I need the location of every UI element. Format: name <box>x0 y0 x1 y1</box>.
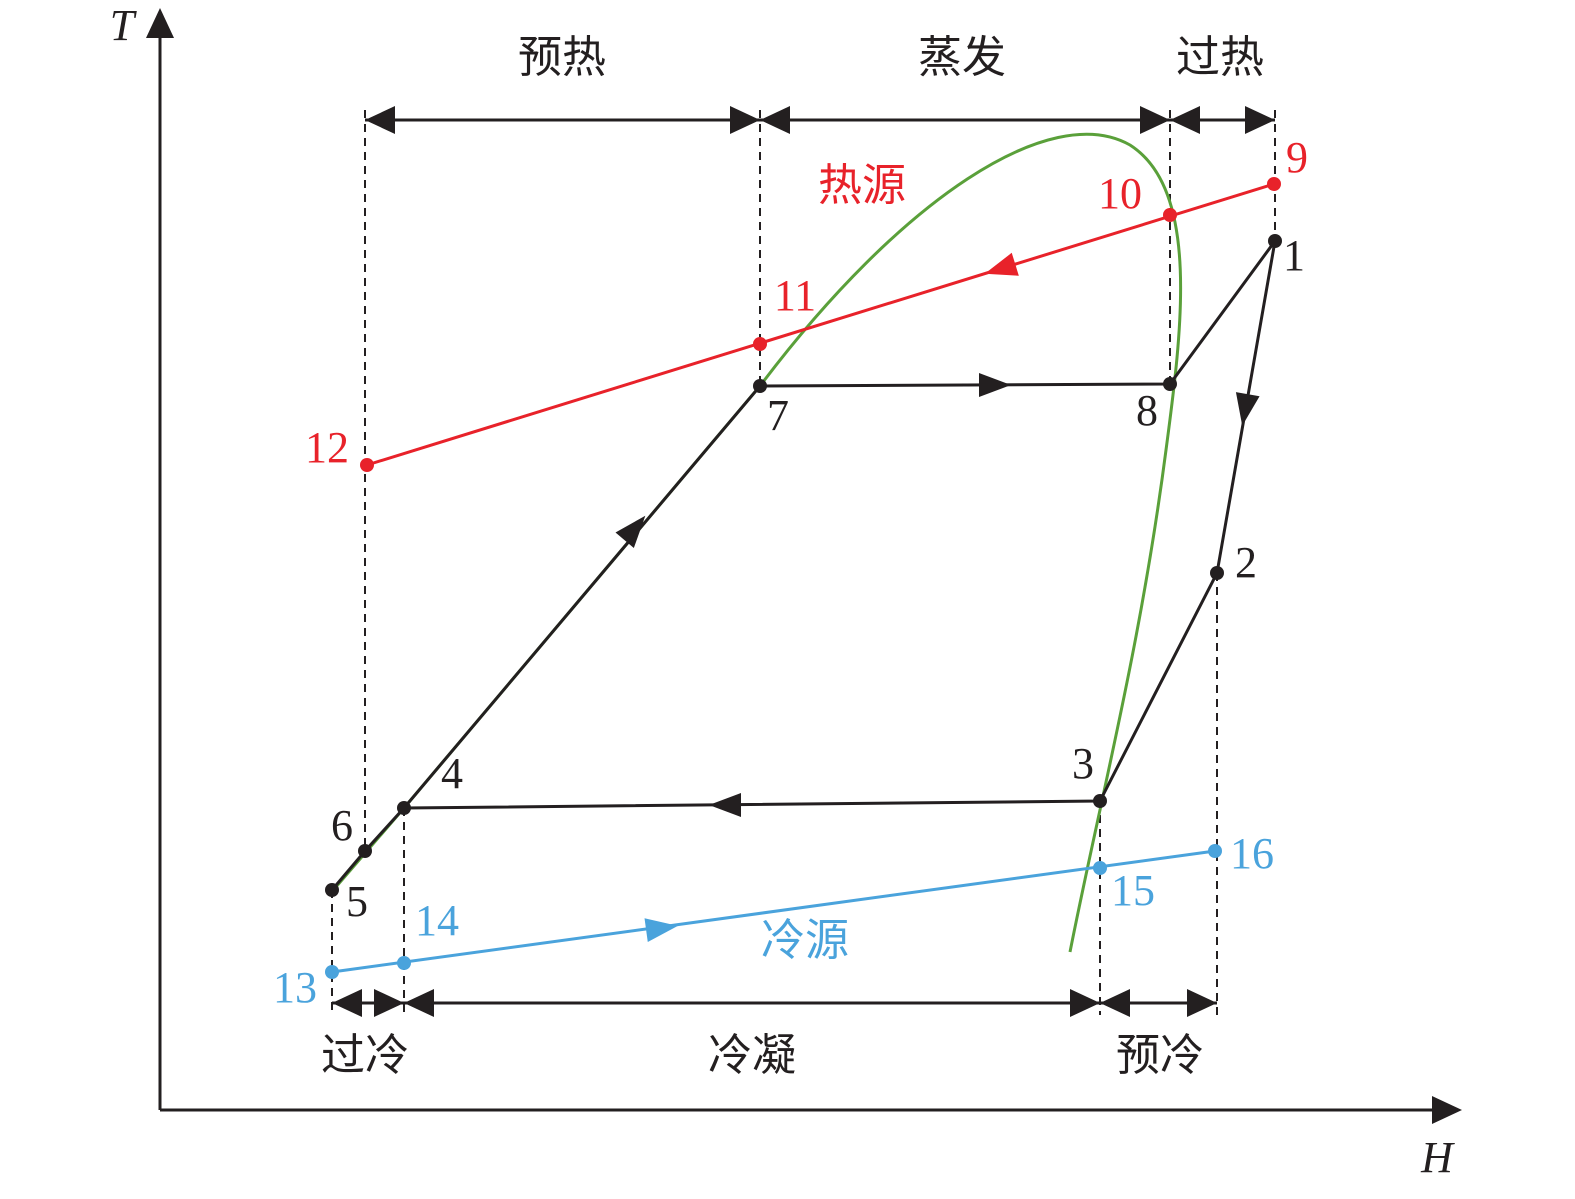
saturation-curve <box>333 132 1183 953</box>
cycle-line <box>330 240 1277 891</box>
state-point <box>397 801 411 815</box>
state-point <box>1268 234 1282 248</box>
region-label: 预热 <box>518 33 606 82</box>
dimension-arrow <box>1100 989 1130 1017</box>
cycle <box>330 240 1277 891</box>
point-label: 3 <box>1072 739 1094 788</box>
state-point <box>325 883 339 897</box>
cycle-line <box>403 240 1277 810</box>
dimension-arrow <box>1070 989 1100 1017</box>
state-point <box>358 844 372 858</box>
point-label: 10 <box>1098 169 1142 218</box>
point-label: 5 <box>346 877 368 926</box>
point-labels: 1 2 3 4 5 6 7 8 9 10 11 12 13 14 15 16 <box>273 133 1308 1012</box>
point-label: 7 <box>767 391 789 440</box>
point-label: 1 <box>1283 231 1305 280</box>
top-dimension <box>365 106 1275 134</box>
state-point <box>1093 794 1107 808</box>
flow-arrow <box>984 252 1019 276</box>
state-point <box>1208 844 1222 858</box>
dimension-arrow <box>365 106 395 134</box>
dimension-arrow <box>1187 989 1217 1017</box>
state-point <box>1093 861 1107 875</box>
flow-arrow <box>709 793 741 817</box>
dimension-arrow <box>730 106 760 134</box>
cold-stream-line <box>331 849 1216 974</box>
dimension-arrow <box>1140 106 1170 134</box>
point-label: 16 <box>1230 829 1274 878</box>
state-point <box>397 956 411 970</box>
cycle-arrows <box>615 373 1260 817</box>
point-label: 8 <box>1136 386 1158 435</box>
flow-arrow <box>644 918 678 943</box>
dimension-arrow <box>760 106 790 134</box>
x-axis-label: H <box>1420 1133 1455 1182</box>
state-point <box>753 379 767 393</box>
point-label: 15 <box>1111 866 1155 915</box>
state-point <box>753 337 767 351</box>
state-point <box>1267 177 1281 191</box>
dimension-arrow <box>404 989 434 1017</box>
state-point <box>1210 566 1224 580</box>
point-label: 2 <box>1235 538 1257 587</box>
dimension-arrow <box>332 989 362 1017</box>
point-label: 9 <box>1286 133 1308 182</box>
point-label: 12 <box>305 423 349 472</box>
stream-label: 冷源 <box>761 916 849 965</box>
state-point <box>325 965 339 979</box>
point-label: 13 <box>273 963 317 1012</box>
dimension-arrow <box>1245 106 1275 134</box>
point-label: 14 <box>415 896 459 945</box>
y-axis-arrow <box>146 8 174 38</box>
region-label: 蒸发 <box>918 33 1006 82</box>
axes <box>158 30 1440 1112</box>
y-axis-label: T <box>110 1 138 50</box>
region-label: 过冷 <box>321 1031 409 1080</box>
state-point <box>360 458 374 472</box>
bottom-dimension <box>332 989 1217 1017</box>
state-point <box>1163 377 1177 391</box>
region-label: 冷凝 <box>708 1031 796 1080</box>
flow-arrow <box>615 515 646 548</box>
dimension-arrow <box>374 989 404 1017</box>
state-point <box>1163 208 1177 222</box>
dimension-arrow <box>1170 106 1200 134</box>
flow-arrow <box>979 373 1011 397</box>
stream-label: 热源 <box>818 161 906 210</box>
hot-stream-line <box>366 182 1275 467</box>
points <box>325 177 1282 979</box>
point-label: 6 <box>331 801 353 850</box>
point-label: 11 <box>774 271 816 320</box>
x-axis-arrow <box>1432 1096 1462 1124</box>
point-label: 4 <box>441 749 463 798</box>
region-label: 过热 <box>1176 33 1264 82</box>
region-label: 预冷 <box>1116 1031 1204 1080</box>
flow-arrow <box>1235 392 1260 426</box>
